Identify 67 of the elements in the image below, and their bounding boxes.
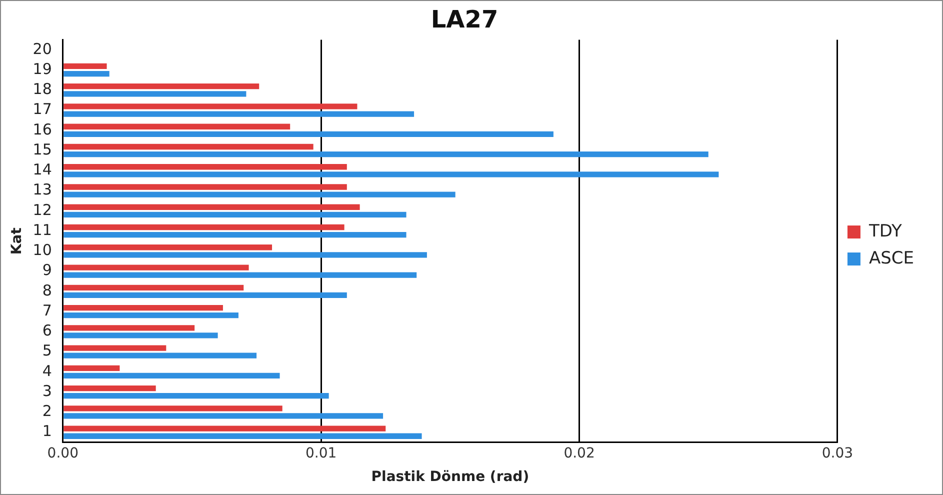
bar	[64, 365, 120, 371]
bar	[64, 104, 358, 110]
bar	[64, 232, 406, 238]
bar	[64, 332, 218, 338]
bar	[64, 172, 719, 178]
bar	[64, 244, 272, 250]
bar	[64, 352, 257, 358]
y-tick-label: 9	[42, 261, 52, 280]
y-tick-label: 20	[32, 40, 52, 58]
y-tick-label: 12	[32, 200, 52, 219]
y-tick-label: 5	[42, 342, 52, 360]
bar	[64, 144, 314, 150]
bar	[64, 393, 329, 399]
bar	[64, 70, 110, 77]
y-tick-label: 14	[32, 160, 52, 179]
bar	[64, 131, 554, 137]
y-tick-label: 6	[42, 322, 52, 340]
x-tick-label: 0.01	[305, 445, 337, 462]
x-tick-label: 0.03	[822, 445, 854, 462]
bar	[64, 284, 244, 290]
y-tick-label: 17	[32, 100, 52, 118]
y-tick-label: 1	[42, 422, 52, 440]
y-tick-label: 4	[42, 362, 52, 380]
bar	[64, 192, 456, 198]
y-tick-label: 8	[42, 281, 52, 300]
x-tick-label: 0.02	[564, 445, 595, 462]
y-axis-title: Kat	[9, 227, 26, 255]
bar	[64, 345, 166, 351]
bar	[64, 413, 384, 419]
y-tick-label: 16	[32, 120, 52, 138]
bar	[64, 164, 347, 170]
x-tick-label: 0.00	[47, 445, 78, 462]
x-axis-title: Plastik Dönme (rad)	[371, 469, 530, 486]
bar	[64, 325, 195, 331]
bar	[64, 385, 156, 392]
bar	[64, 312, 238, 318]
bar	[64, 304, 223, 311]
bar	[64, 212, 406, 218]
bar	[64, 264, 249, 270]
y-tick-label: 15	[32, 140, 52, 158]
y-tick-label: 13	[32, 180, 52, 199]
y-tick-label: 11	[32, 220, 52, 239]
chart-title: LA27	[430, 6, 498, 34]
y-tick-label: 3	[42, 382, 52, 400]
bar	[64, 91, 246, 97]
bar	[64, 252, 427, 258]
bar	[64, 111, 414, 117]
bar	[64, 406, 282, 412]
bar	[64, 84, 260, 90]
bar	[64, 224, 344, 230]
bar	[64, 433, 422, 439]
bar	[64, 184, 347, 190]
bar	[64, 426, 386, 432]
y-tick-label: 7	[42, 301, 52, 320]
legend-label: TDY	[868, 221, 903, 242]
bar	[64, 292, 347, 298]
bar	[64, 63, 107, 70]
bar	[64, 372, 280, 379]
bar	[64, 151, 708, 158]
bar	[64, 204, 360, 210]
bar	[64, 272, 417, 278]
y-tick-label: 19	[32, 60, 52, 78]
y-tick-label: 18	[32, 80, 52, 98]
y-tick-label: 10	[32, 241, 52, 260]
legend-label: ASCE	[868, 248, 914, 268]
y-tick-label: 2	[42, 402, 52, 420]
bar	[64, 124, 290, 130]
